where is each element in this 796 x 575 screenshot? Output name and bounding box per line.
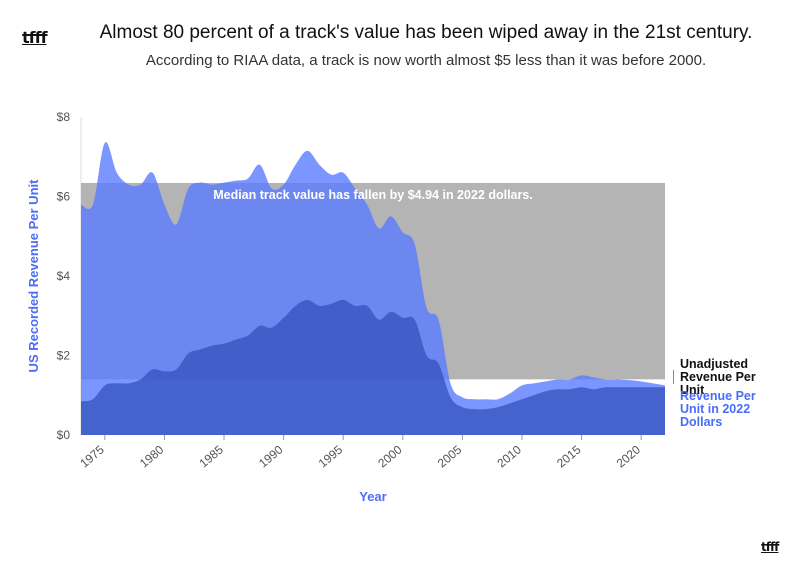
x-tick-label: 2020 <box>614 442 644 470</box>
x-tick-label: 1990 <box>256 442 286 470</box>
legend-divider <box>673 370 674 384</box>
y-axis: $0 $2 $4 $6 $8 <box>57 110 82 442</box>
legend-unadjusted: Unadjusted Revenue Per Unit <box>680 357 756 397</box>
y-tick-label: $4 <box>57 269 71 283</box>
x-tick-label: 2000 <box>375 442 405 470</box>
y-axis-label: US Recorded Revenue Per Unit <box>26 179 41 373</box>
series-unadjusted-area <box>81 299 665 435</box>
x-tick-label: 2015 <box>554 442 584 470</box>
y-tick-label: $2 <box>57 349 71 363</box>
legend-adjusted: Revenue Per Unit in 2022 Dollars <box>680 389 756 429</box>
x-tick-label: 1975 <box>77 442 107 470</box>
x-axis: 1975 1980 1985 1990 1995 2000 2005 2010 2015 2020 <box>77 435 643 470</box>
x-tick-label: 2010 <box>494 442 524 470</box>
y-tick-label: $8 <box>57 110 71 124</box>
x-tick-label: 2005 <box>435 442 465 470</box>
median-annotation: Median track value has fallen by $4.94 i… <box>213 188 533 202</box>
x-tick-label: 1995 <box>316 442 346 470</box>
y-tick-label: $6 <box>57 190 71 204</box>
x-tick-label: 1980 <box>137 442 167 470</box>
plot-area: Median track value has fallen by $4.94 i… <box>81 142 665 435</box>
chart-title: Almost 80 percent of a track's value has… <box>99 22 753 43</box>
brand-logo-footer: tfff <box>761 540 779 554</box>
chart-subtitle: According to RIAA data, a track is now w… <box>145 52 707 69</box>
x-axis-label: Year <box>359 489 386 504</box>
y-tick-label: $0 <box>57 428 71 442</box>
brand-logo: tfff <box>22 28 48 47</box>
x-tick-label: 1985 <box>196 442 226 470</box>
